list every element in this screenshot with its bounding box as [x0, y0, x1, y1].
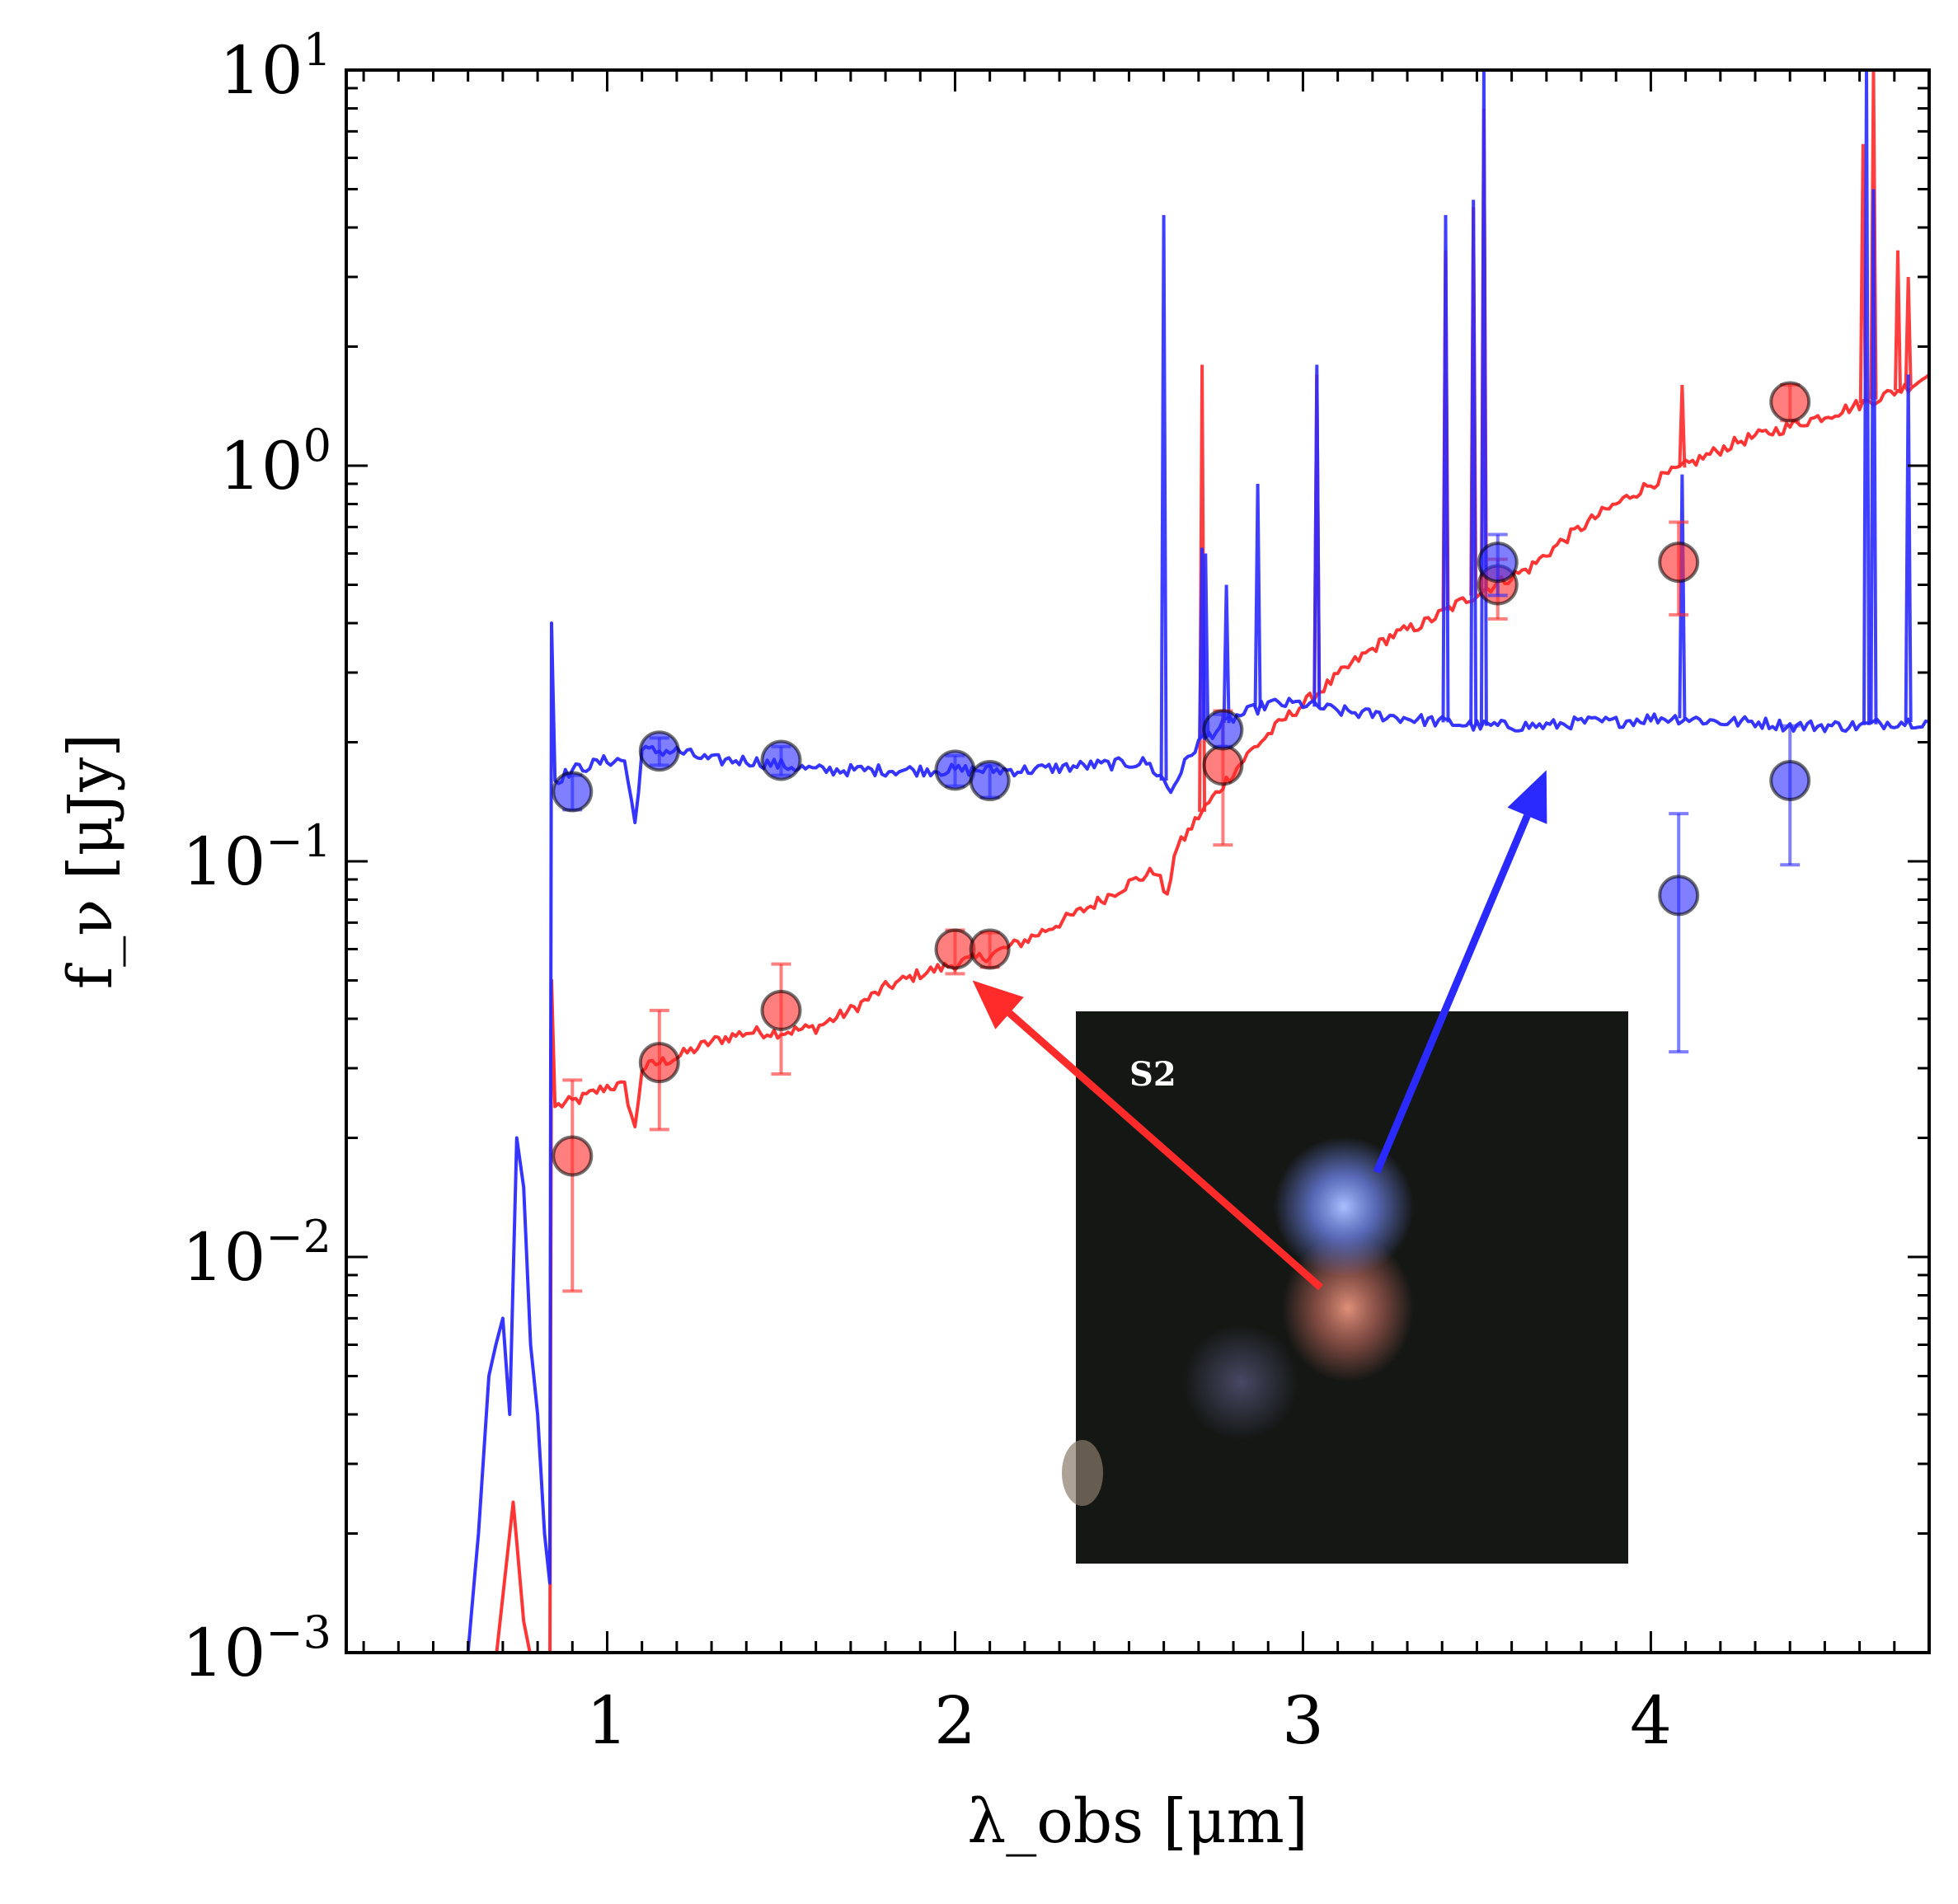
blue-arrow-head [1507, 770, 1547, 824]
y-tick-label: 10−3 [182, 1606, 331, 1691]
blue-marker [1477, 542, 1519, 584]
red-arrow-shaft [1007, 1010, 1323, 1291]
red-marker [1202, 744, 1244, 786]
red-data-point [552, 1078, 594, 1293]
blue-marker [552, 771, 594, 813]
blue-emission-line [1869, 189, 1878, 725]
blue-emission-line [1441, 214, 1450, 723]
blue-marker [934, 749, 976, 791]
blue-arrow-shaft [1373, 814, 1531, 1174]
blue-model-spectrum [466, 621, 1929, 1653]
red-arrow [972, 980, 1323, 1291]
model-spectra [466, 70, 1929, 1653]
blue-emission-line [1678, 474, 1687, 719]
blue-marker [638, 730, 680, 772]
blue-data-point [934, 749, 976, 791]
blue-emission-line [1479, 70, 1488, 726]
blue-data-point [760, 739, 802, 781]
blue-emission-line [1469, 199, 1478, 726]
red-data-point [1658, 520, 1700, 617]
blue-marker [1769, 760, 1811, 802]
inset-faint-source [1183, 1325, 1298, 1440]
red-marker [1658, 542, 1700, 584]
inset-label: S2 [1129, 1055, 1176, 1094]
x-tick-label: 2 [934, 1682, 976, 1759]
photometry-points [552, 381, 1811, 1293]
red-marker [760, 989, 802, 1031]
axes: 1 2 3 4 10−3 10−2 10−1 100 101 λ_obs [μm] f_ν [μJy… [55, 24, 1931, 1857]
blue-data-point [1477, 532, 1519, 598]
red-marker [552, 1135, 594, 1177]
blue-emission-line [1312, 364, 1322, 707]
x-tick-label: 4 [1630, 1682, 1672, 1759]
blue-data-point [1202, 709, 1244, 751]
x-tick-label: 3 [1282, 1682, 1324, 1759]
blue-data-point [1769, 724, 1811, 867]
blue-arrow [1373, 770, 1547, 1174]
red-data-point [969, 928, 1011, 970]
red-arrow-head [972, 980, 1024, 1029]
blue-data-point [638, 730, 680, 772]
y-tick-label: 10−2 [182, 1211, 331, 1296]
red-data-point [638, 1008, 680, 1132]
blue-marker [1202, 709, 1244, 751]
red-marker [638, 1042, 680, 1084]
red-marker [969, 928, 1011, 970]
red-data-point [934, 928, 976, 976]
y-axis-label: f_ν [μJy] [55, 734, 126, 989]
blue-marker [969, 760, 1011, 802]
x-tick-label: 1 [586, 1682, 628, 1759]
red-emission-line [1894, 250, 1902, 391]
red-marker [1769, 381, 1811, 423]
blue-emission-line [1862, 70, 1871, 725]
x-axis-label: λ_obs [μm] [967, 1786, 1308, 1857]
blue-data-point [1658, 812, 1700, 1054]
red-data-point [1769, 381, 1811, 423]
blue-emission-line [1904, 374, 1913, 723]
blue-emission-line [1159, 214, 1168, 781]
blue-marker [1658, 875, 1700, 917]
red-data-point [760, 962, 802, 1076]
red-marker [934, 928, 976, 970]
arrows [972, 770, 1547, 1291]
blue-marker [760, 739, 802, 781]
inset-image: S2 [1062, 1011, 1628, 1564]
inset-red-source [1282, 1234, 1414, 1382]
blue-data-point [969, 760, 1011, 802]
red-emission-line [1904, 276, 1913, 387]
blue-emission-line [1253, 483, 1262, 709]
y-tick-label: 10−1 [182, 815, 331, 900]
inset-blue-source [1274, 1137, 1414, 1277]
y-tick-label: 101 [219, 24, 331, 109]
inset-edge-source [1062, 1440, 1103, 1506]
blue-data-point [552, 771, 594, 813]
y-tick-label: 100 [219, 420, 331, 504]
blue-emission-line [1222, 584, 1231, 724]
blue-emission-line [1201, 553, 1210, 738]
red-emission-line [1678, 384, 1687, 468]
